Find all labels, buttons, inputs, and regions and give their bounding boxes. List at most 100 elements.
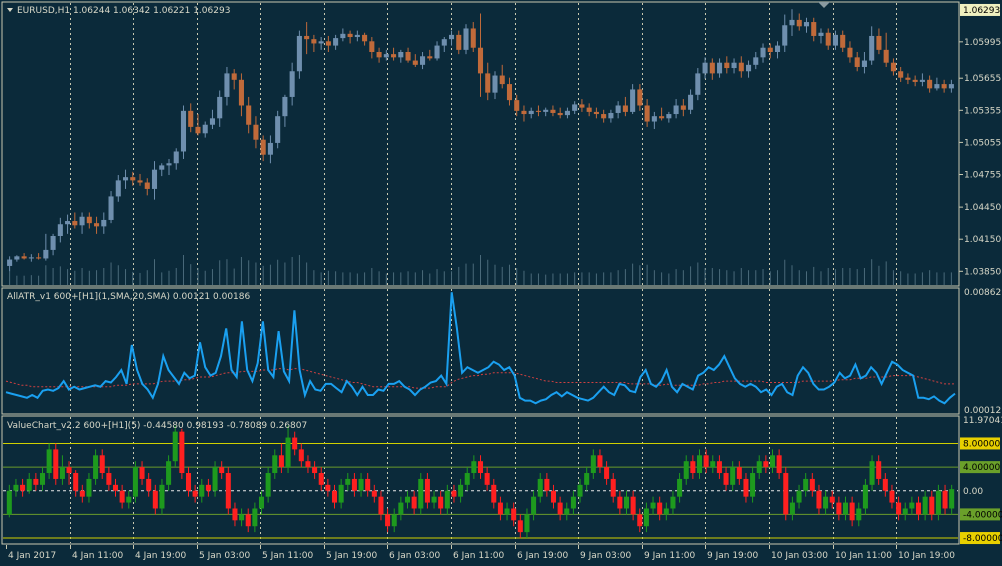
value-bar-body	[564, 508, 570, 515]
valuechart-title: ValueChart_v2.2 600+[H1](5) -0.44580 0.9…	[7, 421, 307, 431]
candle-body	[383, 54, 389, 58]
candle-body	[586, 107, 592, 112]
price-panel-frame	[1, 1, 960, 287]
value-bar-body	[650, 502, 656, 509]
value-bar-body	[39, 473, 46, 485]
candle-body	[195, 126, 201, 134]
atr-title: AllATR_v1 600+[H1](1,SMA,20,SMA) 0.00121…	[7, 292, 250, 302]
price-tick-label: 1.03850	[964, 267, 1001, 277]
candle-body	[782, 25, 788, 46]
atr-vgrid	[70, 289, 897, 413]
value-bar-body	[305, 461, 311, 468]
value-bar-body	[763, 461, 769, 468]
candle-body	[521, 110, 527, 115]
atr-panel[interactable]: AllATR_v1 600+[H1](1,SMA,20,SMA) 0.00121…	[1, 287, 1001, 416]
value-bar-body	[278, 455, 284, 468]
candle-body	[108, 196, 114, 220]
current-price-badge	[960, 3, 1000, 16]
candle-body	[391, 54, 397, 58]
candle-body	[340, 33, 346, 39]
value-bar-body	[312, 467, 318, 474]
candle-body	[304, 35, 310, 40]
candle-body	[209, 118, 215, 125]
candle-body	[499, 75, 505, 85]
value-bar-body	[59, 467, 65, 479]
candle-body	[347, 33, 353, 38]
candle-body	[405, 52, 411, 61]
valuechart-vgrid	[70, 417, 897, 543]
candle-body	[137, 180, 143, 183]
candle-body	[7, 259, 13, 266]
atr-panel-frame	[1, 287, 960, 415]
value-bar-body	[756, 461, 762, 474]
price-axis: 1.05995 1.05655 1.05355 1.05055 1.04755 1.044…	[959, 3, 1001, 277]
value-bar-body	[730, 467, 736, 485]
candle-body	[861, 60, 867, 67]
chart-shift-marker-icon[interactable]	[818, 2, 830, 8]
candle-body	[217, 96, 223, 119]
valuechart-panel[interactable]: ValueChart_v2.2 600+[H1](5) -0.44580 0.9…	[1, 415, 1002, 545]
candle-body	[637, 89, 643, 106]
atr-line	[5, 292, 956, 405]
candle-body	[738, 62, 744, 72]
candles	[7, 9, 954, 272]
value-bar-body	[232, 508, 238, 521]
value-bar-body	[497, 502, 503, 515]
candle-body	[28, 257, 34, 259]
candle-body	[188, 110, 194, 127]
value-bar-body	[331, 490, 338, 503]
value-bar-body	[750, 473, 756, 497]
value-bar-body	[338, 484, 344, 503]
value-bar-body	[477, 461, 484, 474]
candle-body	[456, 34, 462, 50]
value-bar-body	[99, 455, 105, 474]
candle-body	[528, 110, 534, 115]
candle-body	[818, 32, 824, 36]
value-bar-body	[265, 473, 271, 497]
value-bar-body	[935, 490, 941, 515]
volume-bars	[9, 255, 952, 285]
value-bar-body	[146, 478, 152, 491]
value-bar-body	[411, 496, 417, 509]
candle-body	[572, 104, 578, 111]
value-bar-body	[643, 508, 649, 527]
candle-body	[43, 249, 49, 259]
value-bar-body	[677, 478, 683, 497]
value-bar-body	[657, 502, 663, 515]
value-bar-body	[112, 484, 119, 491]
candle-body	[275, 116, 281, 143]
value-bar-body	[418, 478, 424, 509]
candle-body	[898, 71, 904, 78]
candle-body	[202, 124, 208, 134]
value-bar-body	[172, 431, 178, 462]
candle-body	[115, 180, 121, 197]
value-bar-body	[604, 467, 610, 479]
symbol-header: EURUSD,H1 1.06244 1.06342 1.06221 1.0629…	[7, 6, 230, 16]
value-bar-body	[471, 461, 477, 474]
value-bar-body	[385, 514, 391, 527]
candle-body	[919, 79, 925, 82]
triangle-down-icon[interactable]	[7, 8, 13, 12]
candle-body	[65, 221, 71, 225]
candle-body	[514, 100, 520, 111]
value-bar-body	[79, 490, 85, 497]
candle-body	[630, 89, 636, 112]
candle-body	[709, 62, 715, 74]
value-bar-body	[823, 496, 829, 509]
value-bar-body	[597, 455, 603, 468]
value-bar-body	[126, 496, 132, 503]
candle-body	[601, 114, 607, 119]
candle-body	[550, 109, 556, 113]
candle-body	[492, 75, 498, 93]
value-bar-body	[451, 490, 457, 497]
candle-body	[557, 112, 563, 116]
price-panel[interactable]: 1.05995 1.05655 1.05355 1.05055 1.04755 1.044…	[1, 1, 1001, 287]
candle-body	[362, 34, 368, 42]
value-bar-body	[537, 478, 543, 497]
candle-body	[890, 62, 896, 72]
value-bar-body	[570, 496, 576, 509]
time-label: 10 Jan 19:00	[898, 551, 955, 561]
value-bar-body	[776, 455, 782, 474]
candle-body	[579, 104, 585, 108]
